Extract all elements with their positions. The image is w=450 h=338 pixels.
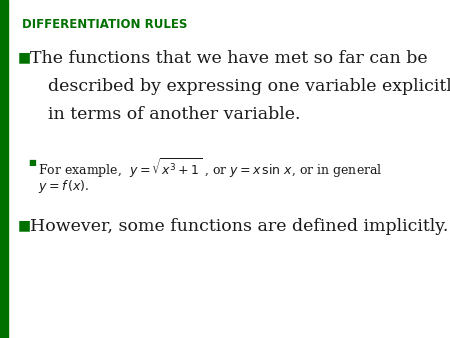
- Text: The functions that we have met so far can be: The functions that we have met so far ca…: [30, 50, 428, 67]
- Text: For example,  $y = \sqrt{x^3+1}$ , or $y = x\,\sin\,x$, or in general: For example, $y = \sqrt{x^3+1}$ , or $y …: [38, 156, 382, 180]
- Text: ■: ■: [28, 158, 36, 167]
- Text: in terms of another variable.: in terms of another variable.: [48, 106, 301, 123]
- Text: ■: ■: [18, 50, 31, 64]
- Text: DIFFERENTIATION RULES: DIFFERENTIATION RULES: [22, 18, 187, 31]
- Text: ■: ■: [18, 218, 31, 232]
- Text: However, some functions are defined implicitly.: However, some functions are defined impl…: [30, 218, 448, 235]
- Bar: [0, 0, 8, 338]
- Text: described by expressing one variable explicitly: described by expressing one variable exp…: [48, 78, 450, 95]
- Text: $y = f\,(x)$.: $y = f\,(x)$.: [38, 178, 90, 195]
